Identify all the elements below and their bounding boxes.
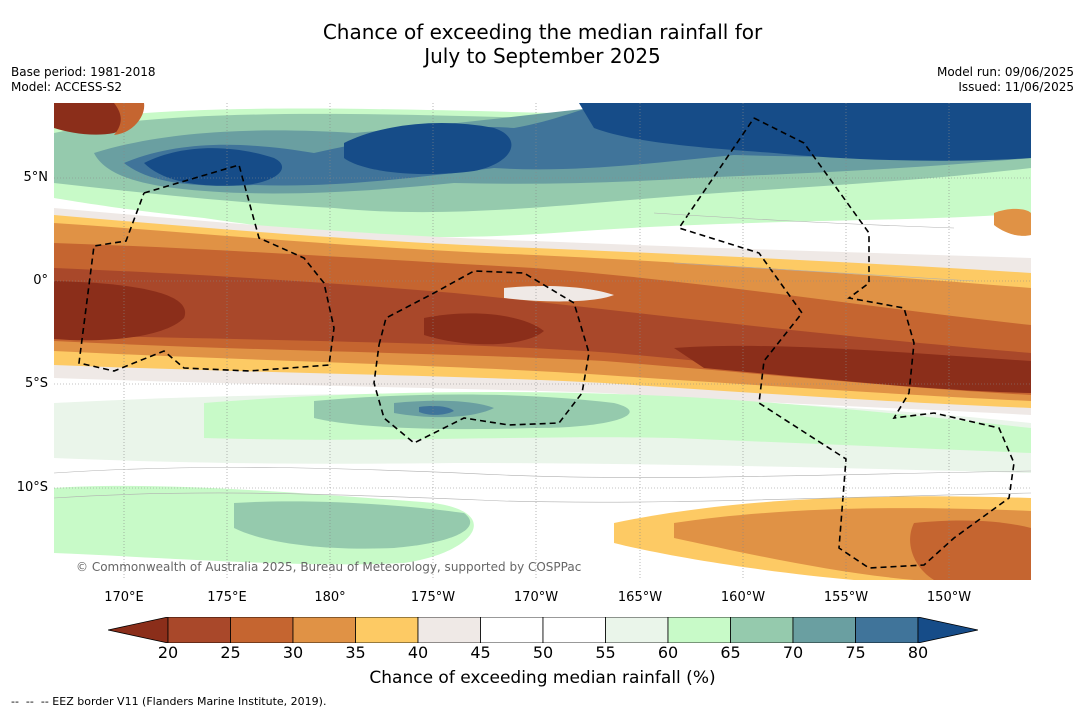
colorbar-tick-label: 65 <box>720 643 741 662</box>
southwest-mid-green <box>234 501 471 549</box>
lon-label-170w: 170°W <box>513 590 559 605</box>
model-name: Model: ACCESS-S2 <box>11 80 123 94</box>
colorbar-tick-label: 70 <box>782 643 804 662</box>
lon-label-170e: 170°E <box>104 590 144 605</box>
graticule <box>54 103 1031 580</box>
contour-lines <box>54 212 1031 503</box>
colorbar-tick-label: 60 <box>657 643 679 662</box>
lon-label-175e: 175°E <box>207 590 247 605</box>
colorbar-segment <box>542 617 606 643</box>
lon-label-180: 180° <box>314 590 346 605</box>
east-dry-spot <box>994 208 1031 236</box>
north-band-dark-blue-east <box>579 103 1031 161</box>
colorbar-tick-label: 80 <box>907 643 929 662</box>
north-band-dark-blue-west <box>144 148 283 186</box>
lon-label-155w: 155°W <box>823 590 869 605</box>
rainfall-map: © Commonwealth of Australia 2025, Bureau… <box>54 103 1031 580</box>
eez-border-phoenix <box>373 270 590 444</box>
equator-band-darkest-east <box>674 345 1031 393</box>
colorbar-segment <box>417 617 481 643</box>
colorbar-segment <box>605 617 669 643</box>
colorbar-arrow-low <box>108 617 169 643</box>
lon-label-165w: 165°W <box>617 590 663 605</box>
colorbar-tick-label: 50 <box>532 643 554 662</box>
lon-label-175w: 175°W <box>410 590 456 605</box>
map-title: Chance of exceeding the median rainfall … <box>0 20 1085 68</box>
lon-label-160w: 160°W <box>720 590 766 605</box>
colorbar-tick-label: 35 <box>345 643 366 662</box>
contour-line-2 <box>54 492 1031 503</box>
colorbar-segment <box>667 617 731 643</box>
colorbar-tick-label: 40 <box>407 643 429 662</box>
base-period: Base period: 1981-2018 <box>11 65 156 79</box>
equator-pale-strip <box>504 285 614 302</box>
colorbar-tick-label: 20 <box>157 643 179 662</box>
equator-band-darkest <box>54 281 186 341</box>
contour-line-1 <box>54 467 1031 478</box>
south-band-blue-spot <box>419 406 454 415</box>
lat-label-0: 0° <box>33 273 48 288</box>
lat-label-5s: 5°S <box>24 376 48 391</box>
map-title-line-2: July to September 2025 <box>424 44 661 68</box>
eez-footnote: -- -- -- EEZ border V11 (Flanders Marine… <box>11 695 327 708</box>
rainfall-map-svg <box>54 103 1031 580</box>
colorbar-label: Chance of exceeding median rainfall (%) <box>369 668 716 688</box>
colorbar-segment <box>730 617 794 643</box>
equator-band-darkest-mid <box>424 313 544 345</box>
colorbar-tick-label: 45 <box>470 643 491 662</box>
colorbar-segment <box>230 617 294 643</box>
contour-line-4 <box>673 262 975 282</box>
northwest-dry-patch <box>54 103 136 135</box>
northwest-dry-edge <box>114 103 145 135</box>
colorbar-tick-label: 75 <box>845 643 866 662</box>
colorbar-segment <box>480 617 544 643</box>
eez-borders <box>78 117 1015 569</box>
colorbar-segment <box>855 617 919 643</box>
copyright-notice: © Commonwealth of Australia 2025, Bureau… <box>76 560 582 574</box>
colorbar-tick-label: 30 <box>282 643 304 662</box>
run-info: Model run: 09/06/2025 Issued: 11/06/2025 <box>937 65 1074 95</box>
colorbar-arrow-high <box>917 617 978 643</box>
issued-date: Issued: 11/06/2025 <box>958 80 1074 94</box>
colorbar-segment <box>292 617 356 643</box>
model-run-date: Model run: 09/06/2025 <box>936 65 1074 79</box>
eez-border-tuvalu-kiribati-west <box>78 164 335 372</box>
southeast-brown <box>910 520 1031 580</box>
map-title-line-1: Chance of exceeding the median rainfall … <box>322 20 763 44</box>
colorbar <box>108 617 978 643</box>
colorbar-tick-label: 55 <box>595 643 616 662</box>
contour-line-3 <box>653 212 955 229</box>
lat-label-10s: 10°S <box>16 480 48 495</box>
lon-label-150w: 150°W <box>926 590 972 605</box>
base-info: Base period: 1981-2018 Model: ACCESS-S2 <box>11 65 156 95</box>
north-band-dark-blue-mid <box>344 123 512 175</box>
colorbar-segment <box>167 617 231 643</box>
colorbar-segment <box>792 617 856 643</box>
colorbar-segment <box>355 617 419 643</box>
colorbar-tick-label: 25 <box>220 643 241 662</box>
lat-label-5n: 5°N <box>23 170 49 185</box>
